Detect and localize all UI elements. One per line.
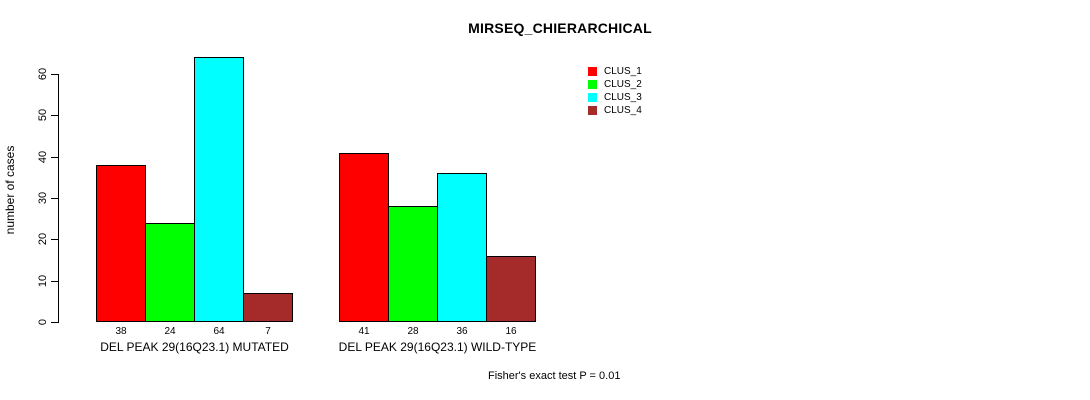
- legend-label: CLUS_2: [604, 79, 642, 90]
- y-axis-tick-label: 10: [37, 274, 49, 288]
- y-axis-tick: [51, 198, 58, 199]
- x-category-label: DEL PEAK 29(16Q23.1) MUTATED: [100, 340, 289, 354]
- y-axis-tick-label: 30: [37, 191, 49, 205]
- legend-item-clus-1: CLUS_1: [588, 65, 642, 78]
- bar-value-label: 41: [358, 326, 370, 337]
- legend-swatch-clus-2: [588, 80, 597, 89]
- legend: CLUS_1 CLUS_2 CLUS_3 CLUS_4: [588, 65, 642, 117]
- legend-label: CLUS_1: [604, 66, 642, 77]
- y-axis-tick: [51, 74, 58, 75]
- y-axis-tick: [51, 239, 58, 240]
- legend-item-clus-2: CLUS_2: [588, 78, 642, 91]
- bar-clus-3-mutated: [194, 57, 244, 322]
- bar-clus-4-mutated: [243, 293, 293, 322]
- bar-value-label: 64: [213, 326, 225, 337]
- legend-label: CLUS_3: [604, 92, 642, 103]
- y-axis-line: [58, 74, 59, 323]
- bar-value-label: 7: [265, 326, 271, 337]
- legend-swatch-clus-4: [588, 106, 597, 115]
- bar-value-label: 36: [456, 326, 468, 337]
- bar-clus-3-wild-type: [437, 173, 487, 322]
- y-axis-tick: [51, 322, 58, 323]
- bar-value-label: 16: [505, 326, 517, 337]
- y-axis-tick-label: 20: [37, 232, 49, 246]
- bar-clus-4-wild-type: [486, 256, 536, 322]
- y-axis-tick-label: 0: [37, 318, 49, 326]
- legend-item-clus-4: CLUS_4: [588, 104, 642, 117]
- bar-clus-2-mutated: [145, 223, 195, 322]
- y-axis-tick: [51, 281, 58, 282]
- legend-swatch-clus-1: [588, 67, 597, 76]
- bar-value-label: 28: [407, 326, 419, 337]
- y-axis-tick: [51, 157, 58, 158]
- y-axis-tick-label: 60: [37, 67, 49, 81]
- x-category-label: DEL PEAK 29(16Q23.1) WILD-TYPE: [338, 340, 537, 354]
- y-axis-tick-label: 50: [37, 108, 49, 122]
- legend-item-clus-3: CLUS_3: [588, 91, 642, 104]
- y-axis-tick-label: 40: [37, 150, 49, 164]
- legend-swatch-clus-3: [588, 93, 597, 102]
- chart-title: MIRSEQ_CHIERARCHICAL: [468, 20, 652, 36]
- fisher-test-annotation: Fisher's exact test P = 0.01: [488, 370, 621, 382]
- legend-label: CLUS_4: [604, 105, 642, 116]
- bar-value-label: 24: [164, 326, 176, 337]
- bar-clus-1-mutated: [96, 165, 146, 322]
- y-axis-tick: [51, 115, 58, 116]
- bar-clus-2-wild-type: [388, 206, 438, 322]
- bar-value-label: 38: [115, 326, 127, 337]
- bar-clus-1-wild-type: [339, 153, 389, 322]
